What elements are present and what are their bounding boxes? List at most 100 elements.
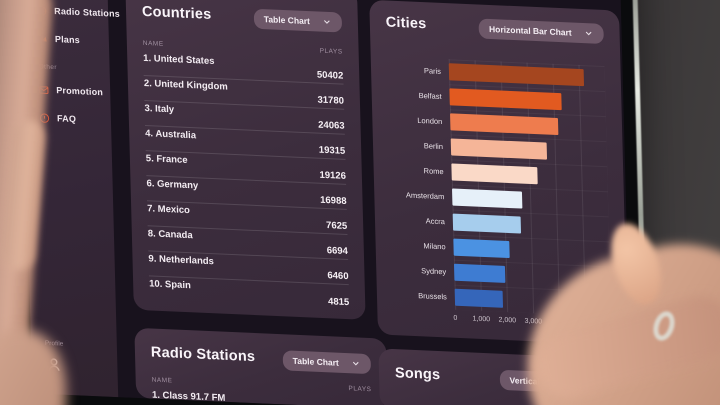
bar-track [450, 138, 607, 162]
chevron-down-icon [585, 31, 592, 36]
row-name: 9. Netherlands [148, 253, 215, 268]
radio-stations-title: Radio Stations [150, 344, 256, 366]
sidebar-section-label: Other [38, 63, 58, 72]
dropdown-value: Table Chart [292, 355, 339, 368]
sidebar-item-promotion[interactable]: Promotion [38, 78, 111, 103]
row-name: 10. Spain [149, 278, 191, 292]
row-name: 8. Canada [147, 228, 193, 242]
cities-bar-chart: Paris Belfast London Berlin Rome Amsterdam Acc… [387, 57, 620, 334]
bar-track [454, 288, 611, 313]
bar[interactable] [450, 138, 548, 160]
x-axis-tick: 1,000 [472, 315, 491, 324]
bar-track [453, 238, 609, 263]
countries-chart-type-dropdown[interactable]: Table Chart [253, 8, 343, 33]
chevron-down-icon [594, 382, 601, 387]
tablet-volume-button [5, 57, 11, 111]
x-axis-tick: 6,000 [602, 321, 621, 329]
row-name: 6. Germany [146, 178, 199, 192]
dropdown-value: Vertical Bar Chart [509, 375, 581, 389]
bar-track [450, 113, 606, 137]
chevron-down-icon [323, 20, 330, 24]
bar-track [452, 213, 609, 238]
radio-stations-card: Radio Stations Table Chart NAME PLAYS 1.… [134, 327, 388, 405]
chevron-down-icon [352, 361, 359, 366]
bar-category-label: Accra [425, 216, 446, 227]
bar[interactable] [452, 213, 521, 234]
bar[interactable] [451, 163, 538, 185]
row-plays: 16988 [320, 194, 347, 207]
bar-category-label: Amsterdam [405, 190, 445, 202]
bar-track [453, 263, 610, 288]
x-axis-tick: 3,000 [524, 317, 543, 326]
sidebar: Radio Stations Plans Other Promotion FAQ… [19, 0, 120, 398]
radio-stations-chart-type-dropdown[interactable]: Table Chart [282, 350, 372, 375]
bar-track [449, 88, 605, 112]
bar-category-label: Rome [423, 166, 444, 177]
cities-chart-type-dropdown[interactable]: Horizontal Bar Chart [478, 18, 604, 44]
chart-bars: Paris Belfast London Berlin Rome Amsterdam Acc… [387, 57, 611, 317]
bar-category-label: Paris [423, 66, 442, 76]
row-name: 4. Australia [145, 128, 197, 142]
faq-icon [39, 113, 50, 123]
dashboard-screen: Radio Stations Plans Other Promotion FAQ… [19, 0, 632, 405]
x-axis-tick: 2,000 [498, 316, 517, 325]
songs-title: Songs [394, 365, 441, 384]
bar[interactable] [448, 63, 585, 87]
row-name: 1. Class 91.7 FM [151, 389, 226, 404]
row-name: 5. France [145, 153, 188, 166]
sidebar-item-label: Radio Stations [54, 5, 121, 19]
bar-category-label: Belfast [418, 90, 442, 101]
column-header-name: NAME [151, 376, 173, 385]
row-name: 3. Italy [144, 103, 175, 116]
songs-card: Songs Vertical Bar Chart [378, 348, 630, 405]
bar-category-label: Milano [423, 241, 446, 252]
x-axis-tick: 0 [453, 314, 458, 322]
ring [649, 308, 679, 344]
bar-category-label: Brussels [418, 291, 447, 302]
row-plays: 7625 [325, 220, 348, 232]
dropdown-value: Horizontal Bar Chart [488, 23, 572, 38]
sidebar-item-plans[interactable]: Plans [37, 27, 110, 52]
column-header-plays: PLAYS [348, 385, 372, 394]
countries-title: Countries [141, 3, 212, 23]
bar[interactable] [450, 113, 559, 136]
bar[interactable] [453, 263, 506, 283]
bar-category-label: Sydney [421, 266, 447, 277]
bar-track [451, 163, 607, 187]
bar-track [448, 63, 605, 87]
x-axis-tick: 4,000 [550, 318, 569, 327]
tablet-volume-button [4, 25, 10, 49]
crown-icon [38, 35, 47, 41]
songs-chart-type-dropdown[interactable]: Vertical Bar Chart [499, 369, 614, 395]
cities-title: Cities [385, 14, 427, 33]
bar[interactable] [453, 238, 510, 259]
row-plays: 19315 [318, 144, 346, 157]
row-plays: 24063 [318, 119, 345, 132]
bar-category-label: London [417, 115, 443, 127]
sidebar-item-faq[interactable]: FAQ [39, 106, 112, 131]
bar[interactable] [454, 288, 504, 308]
row-plays: 19126 [319, 169, 347, 182]
dropdown-value: Table Chart [263, 14, 311, 27]
bar-track [452, 188, 608, 213]
countries-table: 1. United States 50402 2. United Kingdom 31… [143, 50, 350, 310]
bar[interactable] [449, 88, 562, 111]
cities-card: Cities Horizontal Bar Chart Paris Belfast… [369, 0, 628, 346]
envelope-icon [39, 85, 49, 94]
row-plays: 6694 [326, 245, 349, 258]
sidebar-item-label: Plans [54, 34, 81, 46]
bar[interactable] [452, 188, 523, 209]
profile-avatar-icon[interactable] [45, 356, 63, 379]
sidebar-item-radio-stations[interactable]: Radio Stations [36, 0, 120, 24]
tablet-device: Radio Stations Plans Other Promotion FAQ… [3, 0, 649, 405]
tablet-rim [631, 0, 649, 405]
sidebar-profile-label: Profile [44, 339, 64, 348]
row-name: 2. United Kingdom [143, 77, 228, 93]
row-plays: 6460 [327, 270, 349, 283]
sidebar-item-label: FAQ [56, 113, 77, 125]
row-plays: 4815 [327, 296, 350, 309]
row-name: 1. United States [143, 52, 215, 68]
sidebar-item-label: Promotion [56, 85, 104, 98]
globe-icon [37, 5, 47, 16]
x-axis-tick: 5,000 [576, 320, 595, 328]
